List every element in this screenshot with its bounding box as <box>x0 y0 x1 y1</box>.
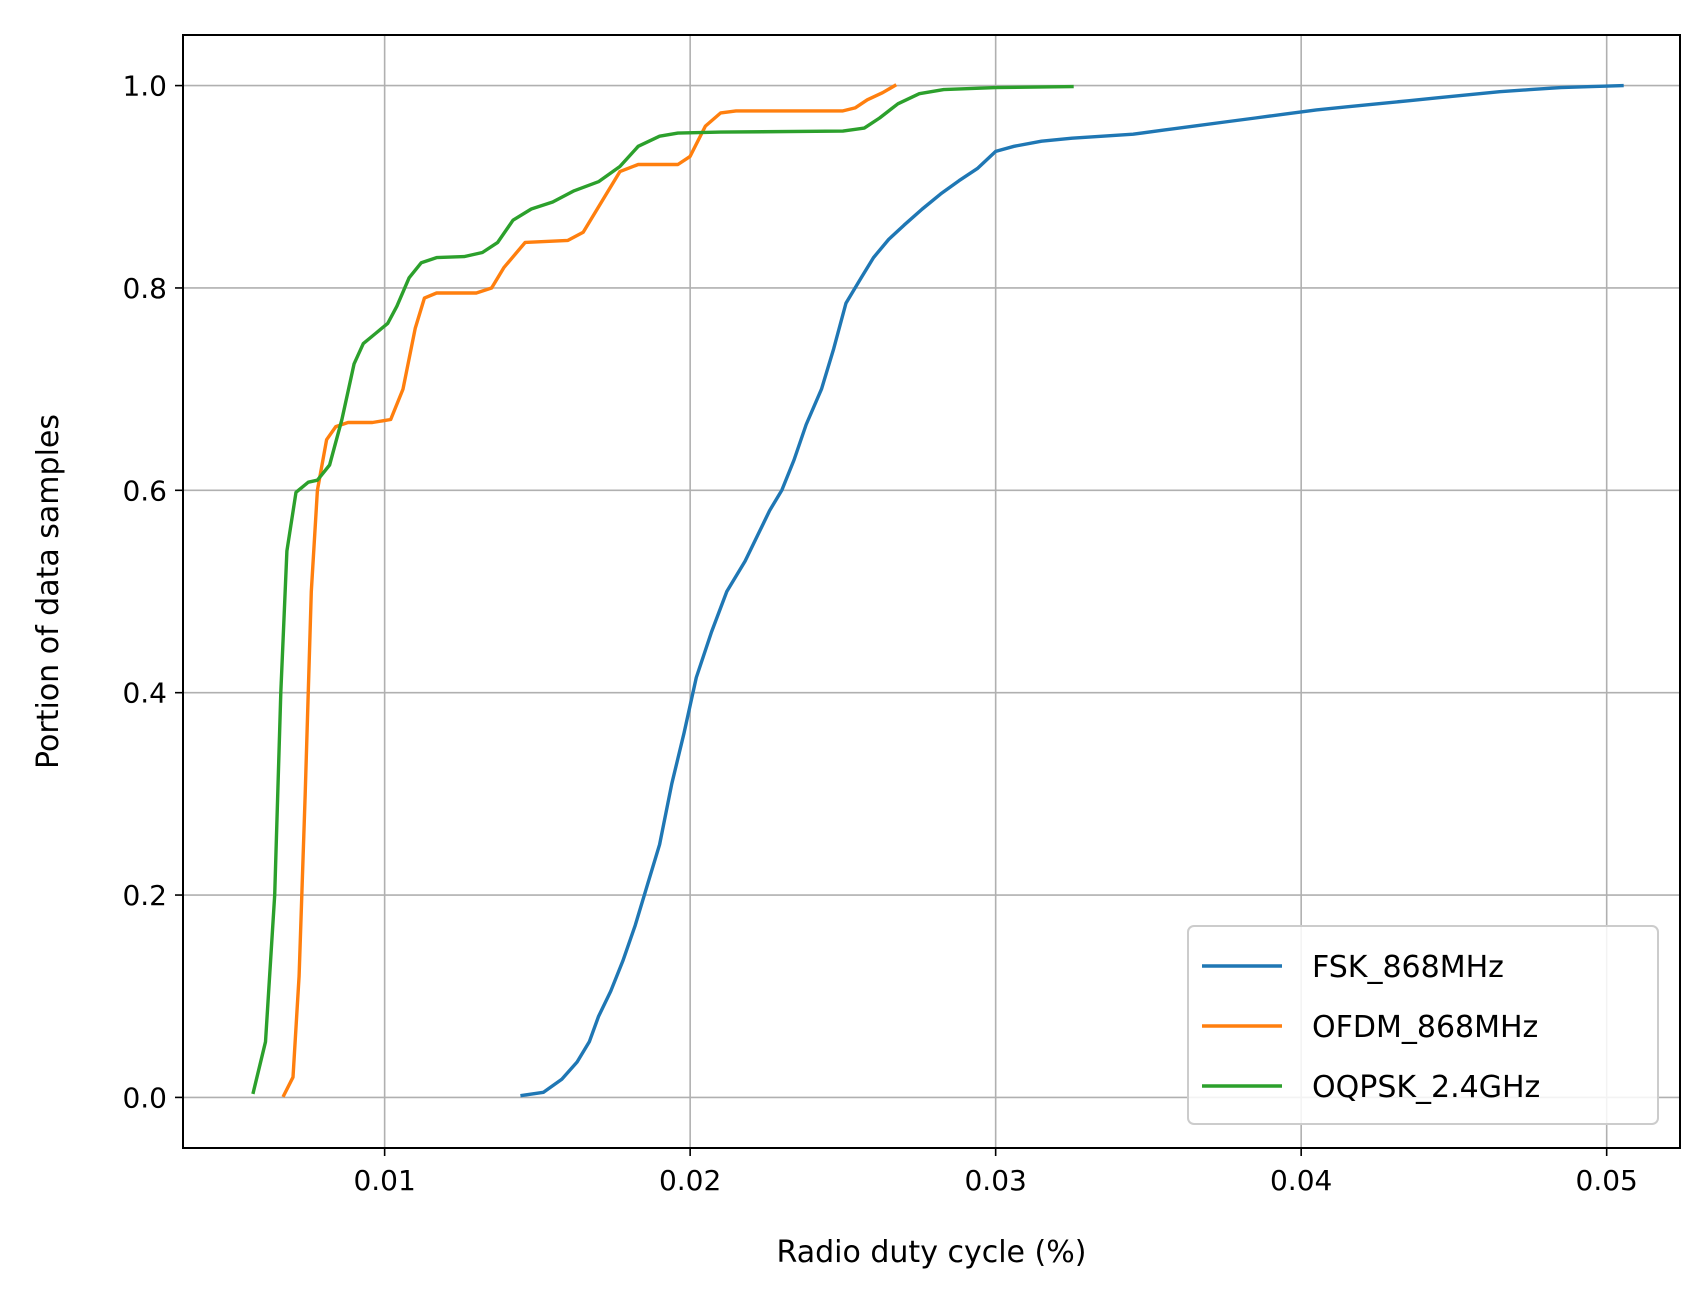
legend-label: FSK_868MHz <box>1312 950 1504 985</box>
legend-label: OQPSK_2.4GHz <box>1312 1070 1540 1105</box>
y-tick-label: 0.6 <box>122 474 167 507</box>
axis-ticks: 0.01 0.02 0.03 0.04 0.05 0.0 0.2 0.4 0.6 0.8 1.0 <box>122 70 1637 1197</box>
x-tick-label: 0.02 <box>659 1164 721 1197</box>
series-line-fsk-868mhz <box>520 83 1624 1098</box>
series-line-oqpsk-2-4ghz <box>251 84 1074 1095</box>
y-tick-label: 0.8 <box>122 272 167 305</box>
series-lines <box>251 83 1624 1098</box>
y-tick-label: 0.2 <box>122 879 167 912</box>
x-tick-label: 0.05 <box>1576 1164 1638 1197</box>
y-tick-label: 0.4 <box>122 677 167 710</box>
legend-label: OFDM_868MHz <box>1312 1010 1538 1045</box>
x-tick-label: 0.04 <box>1270 1164 1332 1197</box>
plot-frame <box>182 34 1681 1149</box>
x-tick-label: 0.03 <box>964 1164 1026 1197</box>
y-tick-label: 0.0 <box>122 1081 167 1114</box>
legend: FSK_868MHz OFDM_868MHz OQPSK_2.4GHz <box>1187 925 1659 1125</box>
x-tick-label: 0.01 <box>353 1164 415 1197</box>
x-axis-label: Radio duty cycle (%) <box>777 1235 1087 1270</box>
series-line-ofdm-868mhz <box>281 83 898 1098</box>
legend-box <box>1187 925 1659 1125</box>
grid <box>183 35 1680 1148</box>
y-tick-label: 1.0 <box>122 70 167 103</box>
y-axis-label: Portion of data samples <box>31 414 66 769</box>
